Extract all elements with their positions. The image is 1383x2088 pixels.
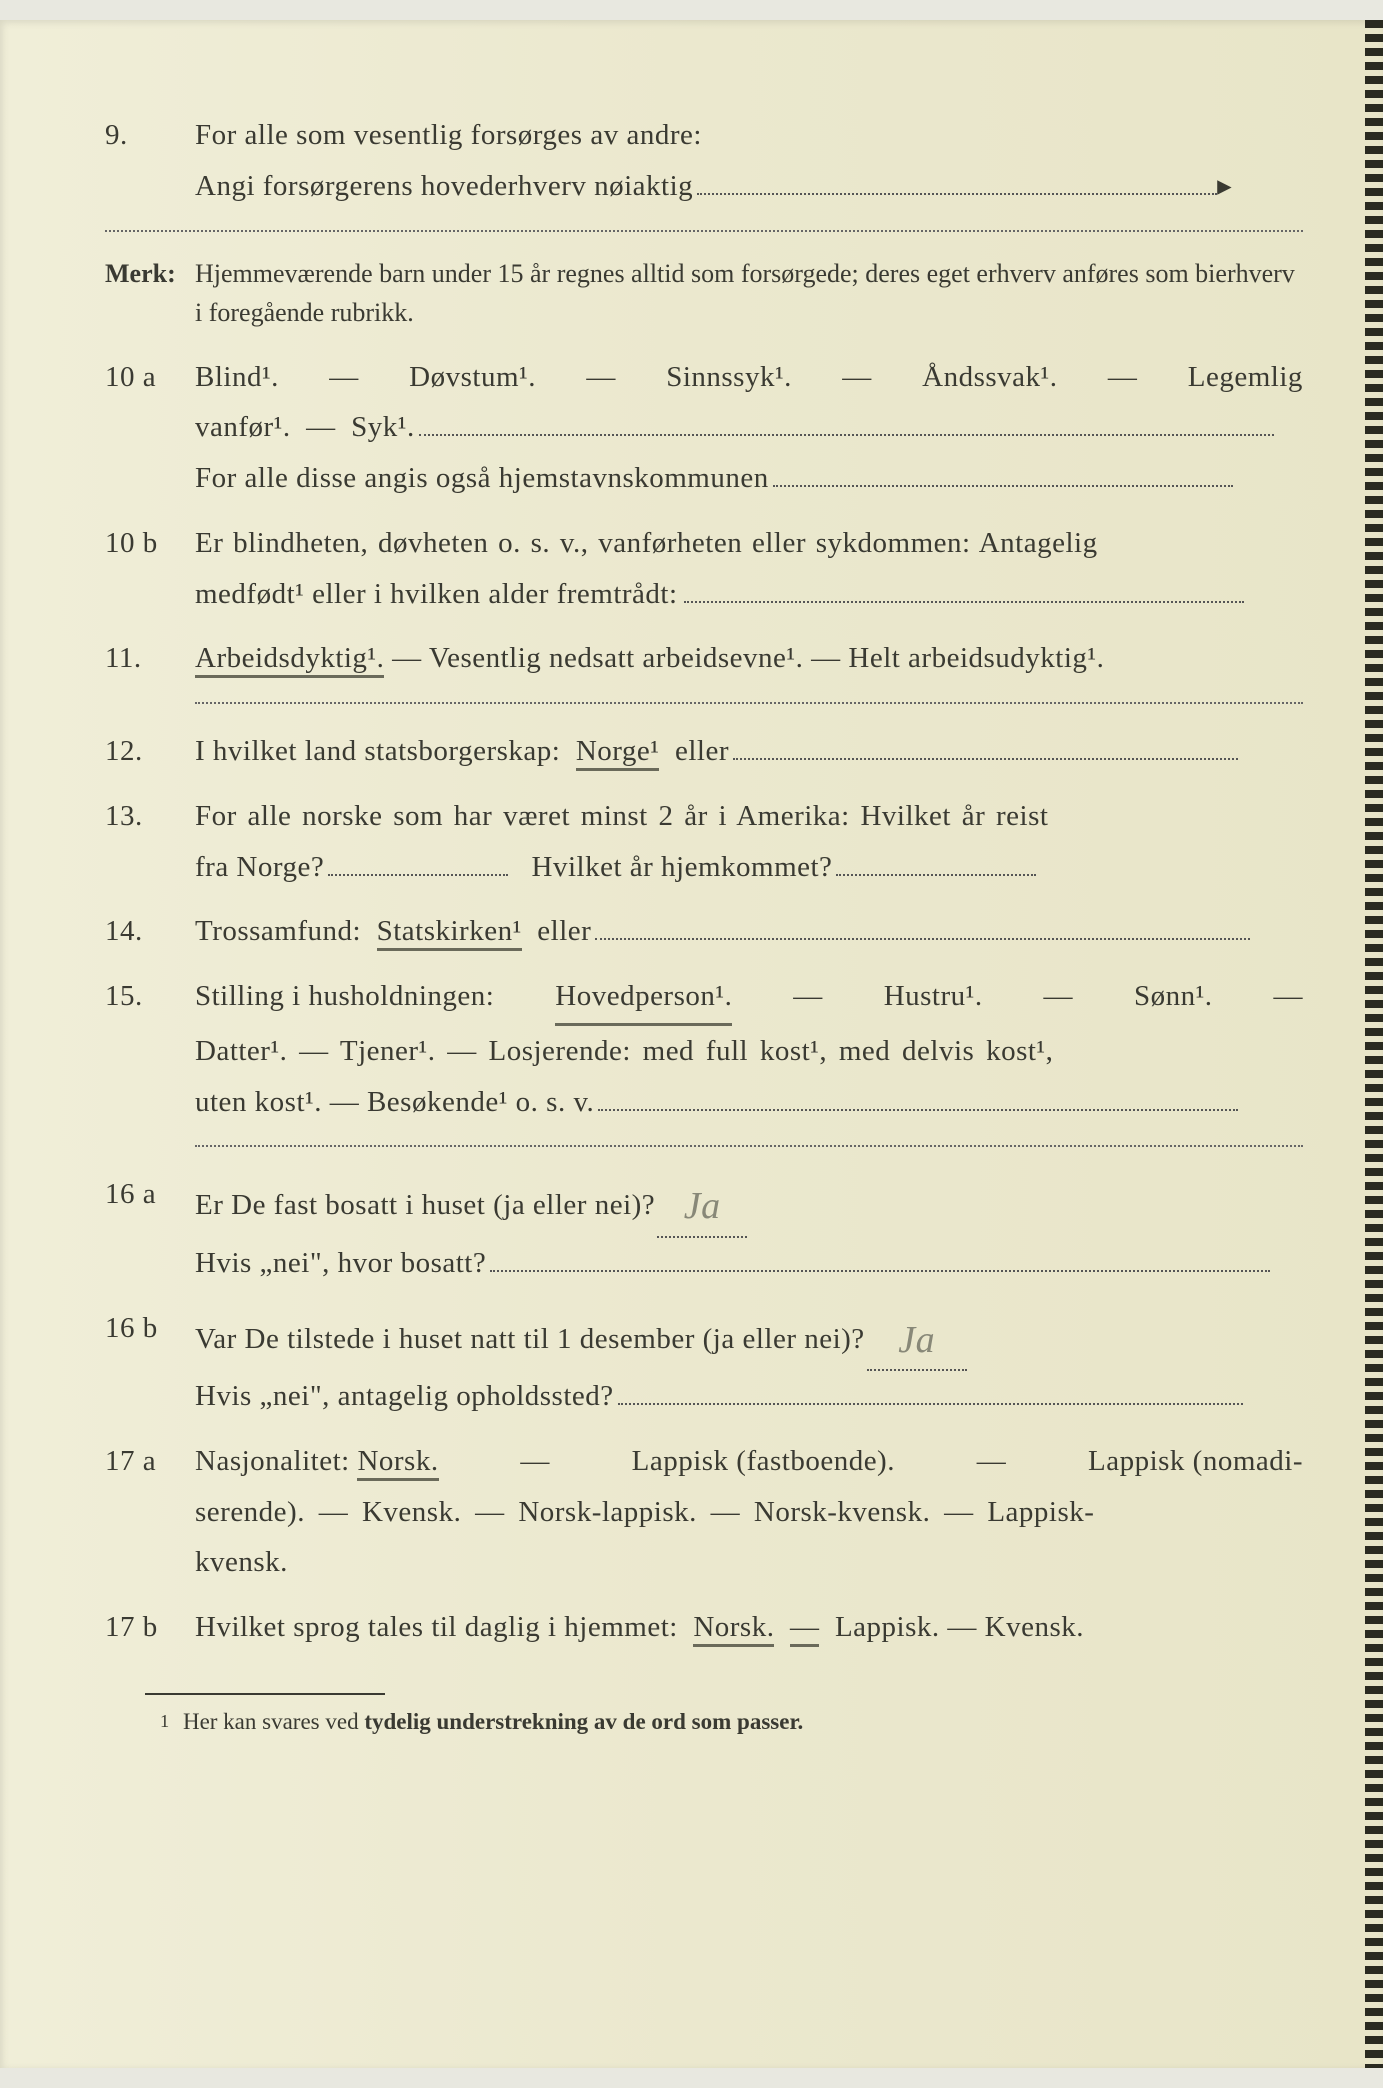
fill-line: [733, 758, 1238, 760]
fill-line: [598, 1109, 1238, 1111]
q9-line1: For alle som vesentlig forsørges av andr…: [195, 110, 1303, 161]
divider: [105, 230, 1303, 232]
merk-text: Hjemmeværende barn under 15 år regnes al…: [195, 254, 1303, 332]
q15-line1: Stilling i husholdningen: Hovedperson¹. …: [195, 971, 1303, 1026]
q14-number: 14.: [105, 906, 195, 957]
q10b-line2: medfødt¹ eller i hvilken alder fremtrådt…: [195, 569, 1303, 620]
q9-line2: Angi forsørgerens hovederhverv nøiaktig▸: [195, 161, 1303, 212]
q16a-body: Er De fast bosatt i huset (ja eller nei)…: [195, 1169, 1303, 1288]
question-16b: 16 b Var De tilstede i huset natt til 1 …: [105, 1303, 1303, 1422]
q16b-body: Var De tilstede i huset natt til 1 desem…: [195, 1303, 1303, 1422]
q13-line2: fra Norge? Hvilket år hjemkommet?: [195, 842, 1303, 893]
question-13: 13. For alle norske som har været minst …: [105, 791, 1303, 893]
question-14: 14. Trossamfund: Statskirken¹ eller: [105, 906, 1303, 957]
q15-number: 15.: [105, 971, 195, 1127]
q17a-selected: Norsk.: [357, 1445, 438, 1481]
question-16a: 16 a Er De fast bosatt i huset (ja eller…: [105, 1169, 1303, 1288]
merk-label: Merk:: [105, 254, 195, 332]
footnote-mark: 1: [160, 1711, 169, 1731]
fill-line: [419, 434, 1274, 436]
q11-number: 11.: [105, 633, 195, 684]
q14-body: Trossamfund: Statskirken¹ eller: [195, 906, 1303, 957]
q16b-line1: Var De tilstede i huset natt til 1 desem…: [195, 1303, 1303, 1372]
fill-line: [773, 485, 1233, 487]
q17a-line2: serende). — Kvensk. — Norsk-lappisk. — N…: [195, 1487, 1303, 1538]
q13-line1: For alle norske som har været minst 2 år…: [195, 791, 1303, 842]
question-10b: 10 b Er blindheten, døvheten o. s. v., v…: [105, 518, 1303, 620]
fill-line: [684, 601, 1244, 603]
q10a-line2: vanfør¹. — Syk¹.: [195, 402, 1303, 453]
q17b-number: 17 b: [105, 1602, 195, 1653]
q10a-number: 10 a: [105, 352, 195, 504]
q15-line2: Datter¹. — Tjener¹. — Losjerende: med fu…: [195, 1026, 1303, 1077]
q12-selected: Norge¹: [576, 735, 660, 771]
question-15: 15. Stilling i husholdningen: Hovedperso…: [105, 971, 1303, 1127]
q15-line3: uten kost¹. — Besøkende¹ o. s. v.: [195, 1077, 1303, 1128]
fill-line: Ja: [657, 1169, 747, 1238]
q10b-body: Er blindheten, døvheten o. s. v., vanfør…: [195, 518, 1303, 620]
q16a-number: 16 a: [105, 1169, 195, 1288]
fill-line: [595, 938, 1250, 940]
fill-line: Ja: [867, 1303, 967, 1372]
q10a-body: Blind¹.— Døvstum¹.— Sinnssyk¹.— Åndssvak…: [195, 352, 1303, 504]
footnote: 1 Her kan svares ved tydelig understrekn…: [160, 1709, 1303, 1735]
q9-number: 9.: [105, 110, 195, 212]
q16b-number: 16 b: [105, 1303, 195, 1422]
q15-body: Stilling i husholdningen: Hovedperson¹. …: [195, 971, 1303, 1127]
q17a-line3: kvensk.: [195, 1537, 1303, 1588]
q10a-line1: Blind¹.— Døvstum¹.— Sinnssyk¹.— Åndssvak…: [195, 352, 1303, 403]
q11-opt1: Arbeidsdyktig¹.: [195, 642, 384, 678]
q11-opt3: Helt arbeidsudyktig¹.: [848, 642, 1104, 674]
fill-line: [697, 193, 1217, 195]
q16b-answer: Ja: [898, 1319, 935, 1361]
fill-line: [490, 1270, 1270, 1272]
q17b-body: Hvilket sprog tales til daglig i hjemmet…: [195, 1602, 1303, 1653]
question-9: 9. For alle som vesentlig forsørges av a…: [105, 110, 1303, 212]
q12-number: 12.: [105, 726, 195, 777]
q12-body: I hvilket land statsborgerskap: Norge¹ e…: [195, 726, 1303, 777]
q10a-line3: For alle disse angis også hjemstavnskomm…: [195, 453, 1303, 504]
q16a-line1: Er De fast bosatt i huset (ja eller nei)…: [195, 1169, 1303, 1238]
question-17b: 17 b Hvilket sprog tales til daglig i hj…: [105, 1602, 1303, 1653]
q16a-answer: Ja: [684, 1185, 721, 1227]
q13-number: 13.: [105, 791, 195, 893]
q16a-line2: Hvis „nei", hvor bosatt?: [195, 1238, 1303, 1289]
question-12: 12. I hvilket land statsborgerskap: Norg…: [105, 726, 1303, 777]
q11-opt2: Vesentlig nedsatt arbeidsevne¹.: [429, 642, 804, 674]
q13-body: For alle norske som har været minst 2 år…: [195, 791, 1303, 893]
q17a-number: 17 a: [105, 1436, 195, 1588]
note-merk: Merk: Hjemmeværende barn under 15 år reg…: [105, 254, 1303, 332]
q15-selected: Hovedperson¹.: [555, 971, 732, 1026]
question-11: 11. Arbeidsdyktig¹. — Vesentlig nedsatt …: [105, 633, 1303, 684]
q16b-line2: Hvis „nei", antagelig opholdssted?: [195, 1371, 1303, 1422]
q11-body: Arbeidsdyktig¹. — Vesentlig nedsatt arbe…: [195, 633, 1303, 684]
q17a-line1: Nasjonalitet: Norsk. — Lappisk (fastboen…: [195, 1436, 1303, 1487]
question-10a: 10 a Blind¹.— Døvstum¹.— Sinnssyk¹.— Ånd…: [105, 352, 1303, 504]
divider: [195, 1145, 1303, 1147]
footnote-rule: [145, 1693, 385, 1695]
divider: [195, 702, 1303, 704]
q9-body: For alle som vesentlig forsørges av andr…: [195, 110, 1303, 212]
q17b-selected: Norsk.: [693, 1611, 774, 1647]
document-page: 9. For alle som vesentlig forsørges av a…: [0, 20, 1383, 2068]
fill-line: [618, 1403, 1243, 1405]
q10b-line1: Er blindheten, døvheten o. s. v., vanfør…: [195, 518, 1303, 569]
fill-line: [328, 874, 508, 876]
q14-selected: Statskirken¹: [377, 915, 522, 951]
q10b-number: 10 b: [105, 518, 195, 620]
q17a-body: Nasjonalitet: Norsk. — Lappisk (fastboen…: [195, 1436, 1303, 1588]
fill-line: [836, 874, 1036, 876]
question-17a: 17 a Nasjonalitet: Norsk. — Lappisk (fas…: [105, 1436, 1303, 1588]
